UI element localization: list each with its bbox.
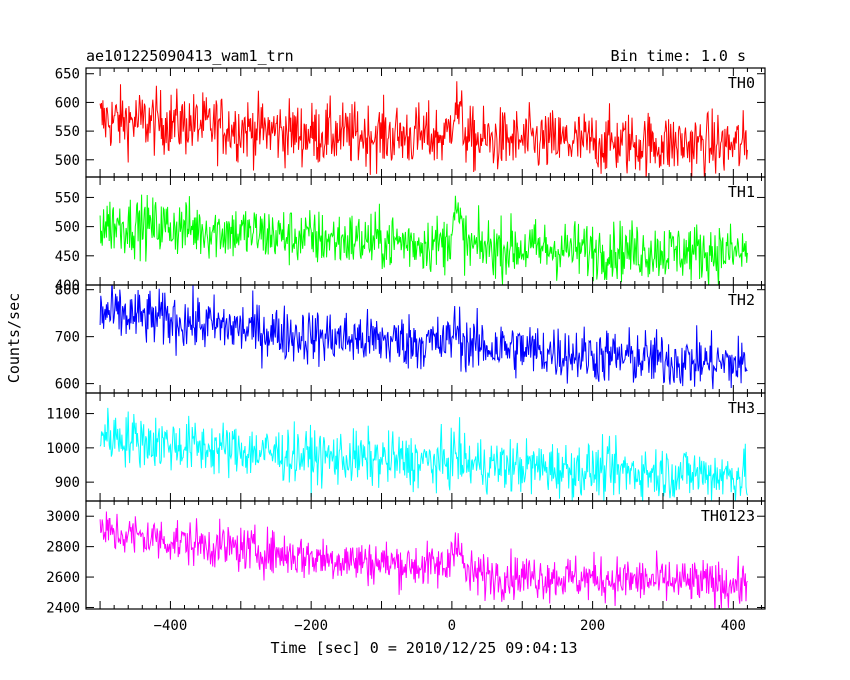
y-tick-label: 3000 <box>46 509 80 525</box>
series-line-th2 <box>99 285 748 390</box>
chart-title: ae101225090413_wam1_trn <box>86 47 294 65</box>
y-tick-label: 450 <box>55 249 80 265</box>
x-axis-label: Time [sec] 0 = 2010/12/25 09:04:13 <box>270 639 577 657</box>
y-tick-label: 600 <box>55 95 80 111</box>
y-tick-label: 600 <box>55 377 80 393</box>
panel-label-th1: TH1 <box>728 183 755 201</box>
panel-label-th3: TH3 <box>728 399 755 417</box>
y-tick-label: 1100 <box>46 407 80 423</box>
x-tick-label: 0 <box>448 618 456 634</box>
y-tick-label: 1000 <box>46 441 80 457</box>
y-axis-label: Counts/sec <box>5 293 23 383</box>
y-tick-label: 650 <box>55 67 80 83</box>
y-tick-label: 2400 <box>46 600 80 616</box>
series-line-th1 <box>99 194 748 285</box>
y-tick-label: 900 <box>55 475 80 491</box>
series-line-th0123 <box>99 511 748 609</box>
y-tick-label: 500 <box>55 153 80 169</box>
series-line-th0 <box>99 81 748 177</box>
x-tick-label: −400 <box>154 618 188 634</box>
panel-label-th0: TH0 <box>728 74 755 92</box>
y-tick-label: 550 <box>55 190 80 206</box>
panel-label-th0123: TH0123 <box>701 507 755 525</box>
series-line-th3 <box>99 407 748 501</box>
y-tick-label: 2800 <box>46 540 80 556</box>
y-tick-label: 500 <box>55 220 80 236</box>
x-tick-label: −200 <box>294 618 328 634</box>
panel-label-th2: TH2 <box>728 291 755 309</box>
x-tick-label: 200 <box>580 618 605 634</box>
y-tick-label: 2600 <box>46 570 80 586</box>
bin-time-label: Bin time: 1.0 s <box>611 47 746 65</box>
panel-frame-th0123 <box>85 500 766 610</box>
y-tick-label: 400 <box>55 278 80 294</box>
y-tick-label: 800 <box>55 283 80 299</box>
y-tick-label: 550 <box>55 124 80 140</box>
x-tick-label: 400 <box>721 618 746 634</box>
y-tick-label: 700 <box>55 330 80 346</box>
